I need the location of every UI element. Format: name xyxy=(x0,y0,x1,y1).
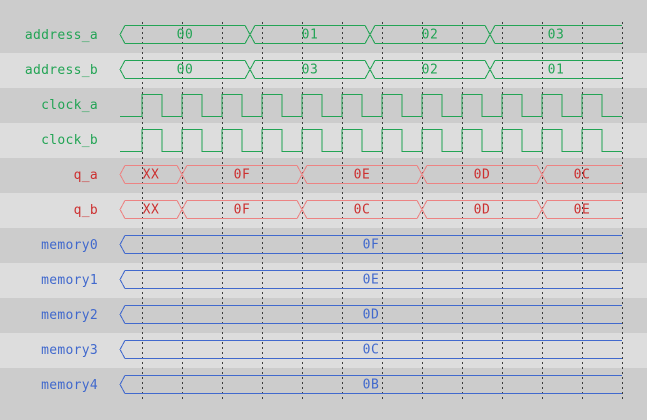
waveform-memory4: 0B xyxy=(119,375,622,394)
bus-value: XX xyxy=(143,203,160,218)
bus-segment xyxy=(119,305,622,324)
bus-value: 0E xyxy=(363,273,380,288)
signal-label-address_a[interactable]: address_a xyxy=(24,28,98,43)
waveform-memory3: 0C xyxy=(119,340,622,359)
signal-label-clock_a[interactable]: clock_a xyxy=(41,98,98,113)
bus-value: 0C xyxy=(574,168,591,183)
bus-value: 0D xyxy=(363,308,380,323)
bus-value: 0F xyxy=(363,238,380,253)
bus-value: 0F xyxy=(234,203,251,218)
bus-value: 0F xyxy=(234,168,251,183)
clock-wave xyxy=(120,129,622,152)
bus-value: 02 xyxy=(422,63,439,78)
signal-label-clock_b[interactable]: clock_b xyxy=(41,133,98,148)
signal-row-memory0: memory0 xyxy=(0,228,647,263)
bus-value: 0B xyxy=(363,378,380,393)
bus-segment xyxy=(119,235,622,254)
signal-label-memory3[interactable]: memory3 xyxy=(41,343,98,358)
bus-value: 0E xyxy=(354,168,371,183)
waveform-address_a: 00 01 02 03 xyxy=(119,25,622,44)
bus-value: 01 xyxy=(548,63,565,78)
bus-value: 00 xyxy=(177,28,194,43)
waveform-q_a: XX 0F 0E 0D 0C xyxy=(119,165,622,184)
signal-row-memory4: memory4 xyxy=(0,368,647,403)
bus-value: 0C xyxy=(354,203,371,218)
signal-label-address_b[interactable]: address_b xyxy=(24,63,98,78)
waveform-clock_b xyxy=(120,129,622,152)
signal-label-memory4[interactable]: memory4 xyxy=(41,378,98,393)
waveform-memory1: 0E xyxy=(119,270,622,289)
signal-row-q_a: q_a xyxy=(0,158,647,193)
bus-value: 02 xyxy=(422,28,439,43)
bus-value: 0D xyxy=(474,203,491,218)
bus-value: 03 xyxy=(548,28,565,43)
signal-row-clock_a: clock_a xyxy=(0,88,647,123)
bus-segment xyxy=(119,340,622,359)
bus-value: 0D xyxy=(474,168,491,183)
waveform-clock_a xyxy=(120,94,622,117)
bus-value: 00 xyxy=(177,63,194,78)
bus-segment xyxy=(541,165,622,184)
signal-row-q_b: q_b xyxy=(0,193,647,228)
waveform-address_b: 00 03 02 01 xyxy=(119,60,622,79)
waveform-memory2: 0D xyxy=(119,305,622,324)
signal-row-memory1: memory1 xyxy=(0,263,647,298)
waveform-q_b: XX 0F 0C 0D 0E xyxy=(119,200,622,219)
signal-label-memory1[interactable]: memory1 xyxy=(41,273,98,288)
signal-row-address_a: address_a xyxy=(0,18,647,53)
signal-row-memory3: memory3 xyxy=(0,333,647,368)
signal-row-memory2: memory2 xyxy=(0,298,647,333)
bus-segment xyxy=(489,60,622,79)
signal-label-memory0[interactable]: memory0 xyxy=(41,238,98,253)
bus-value: XX xyxy=(143,168,160,183)
waveform-memory0: 0F xyxy=(119,235,622,254)
bus-segment xyxy=(489,25,622,44)
bus-segment xyxy=(119,270,622,289)
signal-label-q_a[interactable]: q_a xyxy=(73,168,98,183)
bus-value: 0E xyxy=(574,203,591,218)
signal-label-memory2[interactable]: memory2 xyxy=(41,308,98,323)
signal-row-clock_b: clock_b xyxy=(0,123,647,158)
bus-value: 01 xyxy=(302,28,319,43)
bus-value: 03 xyxy=(302,63,319,78)
signal-row-address_b: address_b xyxy=(0,53,647,88)
bus-segment xyxy=(119,375,622,394)
bus-segment xyxy=(541,200,622,219)
clock-wave xyxy=(120,94,622,117)
signal-label-q_b[interactable]: q_b xyxy=(73,203,98,218)
bus-value: 0C xyxy=(363,343,380,358)
